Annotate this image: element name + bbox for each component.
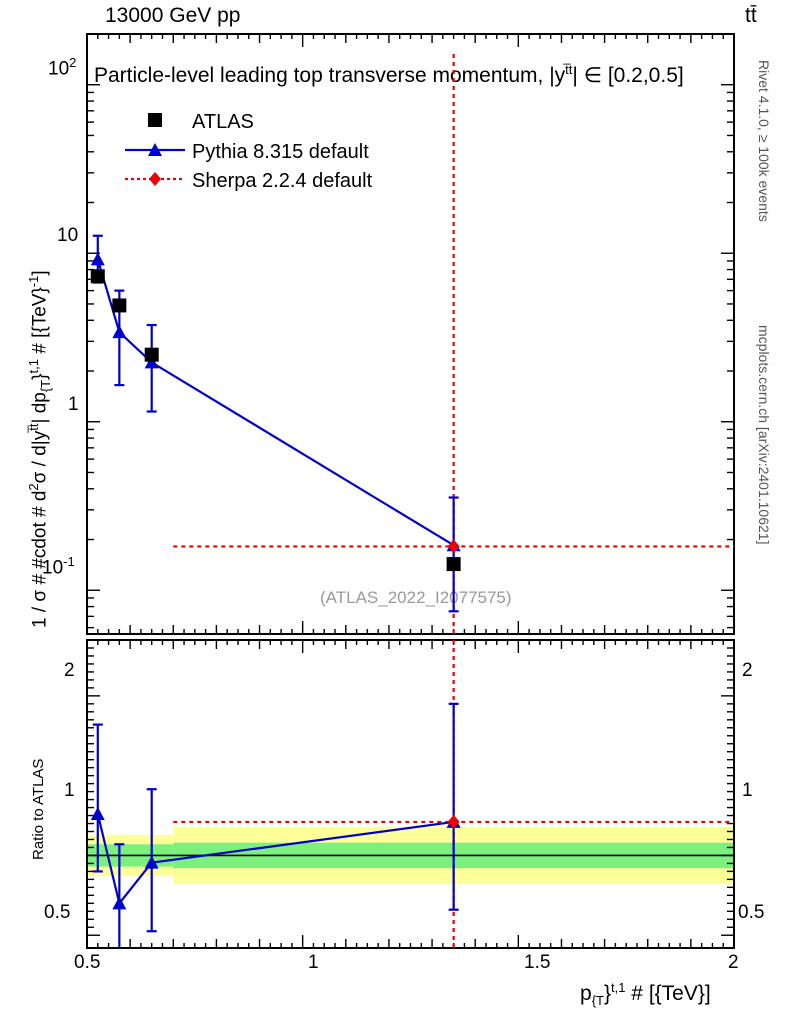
ratio-ytick-0.5-left: 0.5 (44, 902, 71, 923)
legend-label-pythia: Pythia 8.315 default (192, 141, 369, 163)
atlas-main-marker (90, 269, 105, 284)
atlas-main-marker (446, 557, 461, 572)
xtick-0.5: 0.5 (74, 952, 101, 973)
xtick-2: 2 (728, 952, 739, 973)
pythia-ratio-line (96, 813, 454, 906)
x-axis-label: p{T}t,1 # [{TeV}] (580, 980, 711, 1009)
main-ytick-10: 10 (57, 225, 79, 246)
atlas-main-marker (144, 347, 159, 362)
pythia-ratio-marker (144, 855, 159, 869)
ratio-panel-frame (86, 639, 735, 949)
legend-label-sherpa: Sherpa 2.2.4 default (192, 170, 373, 192)
pythia-ratio-marker (112, 896, 127, 910)
dataset-watermark: (ATLAS_2022_I2077575) (320, 588, 512, 607)
xtick-1.5: 1.5 (524, 952, 551, 973)
xtick-1: 1 (308, 952, 319, 973)
ratio-ytick-0.5-right: 0.5 (738, 902, 765, 923)
main-ytick-100: 102 (48, 55, 77, 80)
sherpa-main-marker (447, 539, 460, 554)
plot-title: Particle-level leading top transverse mo… (94, 62, 684, 87)
ratio-ytick-1-right: 1 (742, 780, 753, 801)
header-process-label: tt̄ (745, 4, 757, 27)
legend-marker-atlas (148, 113, 162, 127)
legend-label-atlas: ATLAS (192, 111, 254, 133)
ratio-ytick-1-left: 1 (64, 780, 75, 801)
pythia-main-marker (144, 355, 159, 369)
main-ytick-1: 1 (68, 394, 79, 415)
ratio-ytick-2-left: 2 (64, 660, 75, 681)
plot-title-text: Particle-level leading top transverse mo… (94, 64, 550, 87)
pythia-ratio-marker (90, 806, 105, 820)
sherpa-ratio-marker (447, 814, 460, 829)
ratio-ytick-2-right: 2 (742, 660, 753, 681)
legend-marker-sherpa (149, 172, 161, 186)
main-panel-frame (86, 33, 735, 635)
legend-marker-pythia (148, 143, 162, 156)
pythia-main-line (96, 259, 455, 547)
pythia-main-marker (112, 325, 127, 339)
atlas-main-marker (112, 298, 127, 313)
header-beam-label: 13000 GeV pp (105, 4, 241, 27)
main-ytick-0.1: 10-1 (42, 554, 75, 579)
pythia-main-marker (90, 252, 105, 266)
